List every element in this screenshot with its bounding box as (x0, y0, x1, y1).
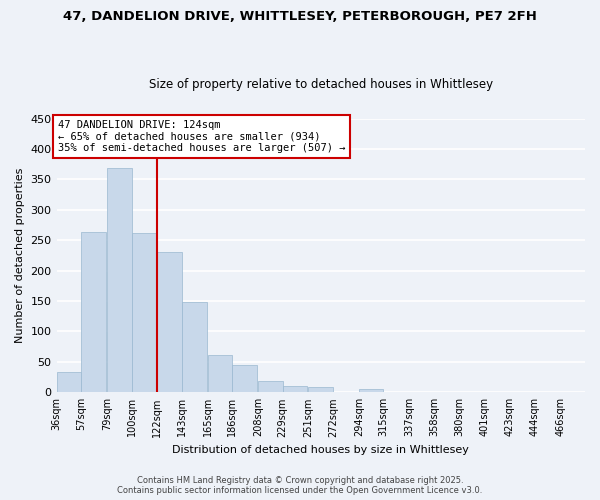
Bar (131, 233, 156, 392)
Y-axis label: Number of detached properties: Number of detached properties (15, 168, 25, 343)
Bar (308, 387, 333, 392)
Title: Size of property relative to detached houses in Whittlesey: Size of property relative to detached ho… (149, 78, 493, 91)
Bar (157, 252, 182, 392)
Bar (56, 372, 81, 392)
Bar (232, 365, 257, 392)
Text: 47, DANDELION DRIVE, WHITTLESEY, PETERBOROUGH, PE7 2FH: 47, DANDELION DRIVE, WHITTLESEY, PETERBO… (63, 10, 537, 23)
Bar (208, 355, 232, 393)
X-axis label: Distribution of detached houses by size in Whittlesey: Distribution of detached houses by size … (172, 445, 469, 455)
Bar (258, 380, 283, 392)
Bar (182, 302, 206, 392)
Bar (359, 390, 383, 392)
Bar (107, 168, 131, 392)
Text: 47 DANDELION DRIVE: 124sqm
← 65% of detached houses are smaller (934)
35% of sem: 47 DANDELION DRIVE: 124sqm ← 65% of deta… (58, 120, 345, 153)
Text: Contains HM Land Registry data © Crown copyright and database right 2025.
Contai: Contains HM Land Registry data © Crown c… (118, 476, 482, 495)
Bar (283, 386, 307, 392)
Bar (81, 232, 106, 392)
